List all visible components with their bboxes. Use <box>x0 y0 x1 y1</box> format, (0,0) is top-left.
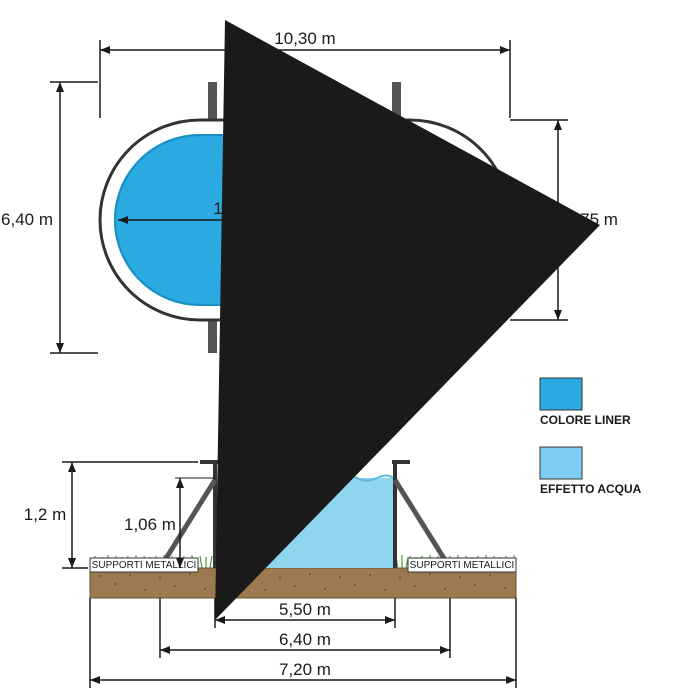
dim-side-full-width: 7,20 m <box>279 660 331 679</box>
dim-outer-width: 10,30 m <box>274 29 335 48</box>
dim-side-pool-width: 5,50 m <box>279 600 331 619</box>
legend-water-label: EFFETTO ACQUA <box>540 482 642 496</box>
legend-liner-swatch <box>540 378 582 410</box>
dim-wall-height: 1,2 m <box>24 505 67 524</box>
dim-side-outer-width: 6,40 m <box>279 630 331 649</box>
dim-water-height: 1,06 m <box>124 515 176 534</box>
legend-liner-label: COLORE LINER <box>540 413 631 427</box>
legend-water-swatch <box>540 447 582 479</box>
brace-right <box>395 480 450 568</box>
support-label-right: SUPPORTI METALLICI <box>410 560 515 571</box>
pool-diagram: 10,30 m 6,40 m 5,75 m 10,05 m 5,50 m COL… <box>0 0 700 700</box>
dim-outer-height: 6,40 m <box>1 210 53 229</box>
